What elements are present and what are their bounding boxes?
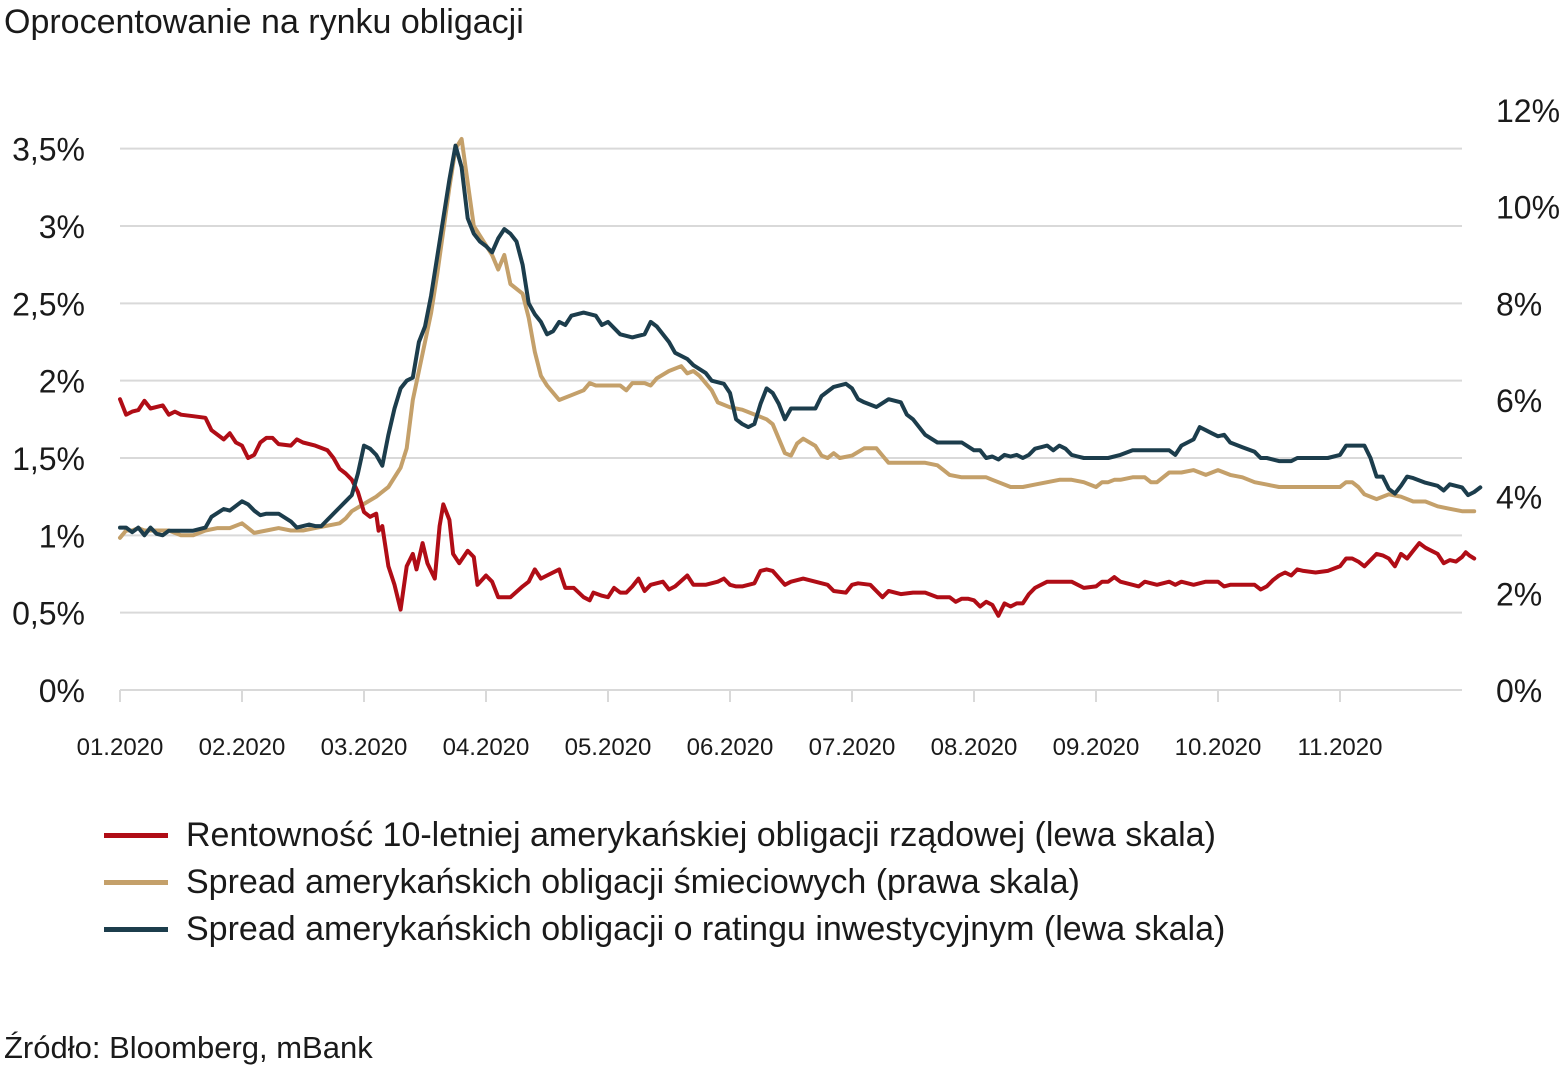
legend-item-yield: Rentowność 10-letniej amerykańskiej obli… <box>104 812 1225 859</box>
x-tick-label-8: 09.2020 <box>1053 734 1140 761</box>
legend-swatch-junk-spread <box>104 880 168 885</box>
x-tick-label-4: 05.2020 <box>565 734 652 761</box>
left-tick-label-5: 2,5% <box>12 286 85 322</box>
x-tick-label-6: 07.2020 <box>809 734 896 761</box>
x-tick-label-2: 03.2020 <box>321 734 408 761</box>
x-axis: 01.2020 02.2020 03.2020 04.2020 05.2020 06.20… <box>77 689 1462 761</box>
left-tick-label-1: 0,5% <box>12 596 85 632</box>
series-lines <box>118 137 1483 618</box>
left-tick-label-4: 2% <box>39 364 85 400</box>
left-tick-label-2: 1% <box>39 518 85 554</box>
right-tick-label-4: 8% <box>1496 286 1542 322</box>
right-y-axis: 0% 2% 4% 6% 8% 10% 12% <box>1496 93 1560 709</box>
right-tick-label-2: 4% <box>1496 480 1542 516</box>
x-tick-label-5: 06.2020 <box>687 734 774 761</box>
legend-label-junk-spread: Spread amerykańskich obligacji śmieciowy… <box>186 863 1080 901</box>
right-tick-label-1: 2% <box>1496 576 1542 612</box>
x-tick-label-3: 04.2020 <box>443 734 530 761</box>
left-tick-label-3: 1,5% <box>12 441 85 477</box>
legend: Rentowność 10-letniej amerykańskiej obli… <box>104 812 1225 953</box>
left-tick-label-7: 3,5% <box>12 132 85 168</box>
series-line-0 <box>118 397 1477 618</box>
legend-label-yield: Rentowność 10-letniej amerykańskiej obli… <box>186 816 1216 854</box>
x-tick-label-1: 02.2020 <box>199 734 286 761</box>
left-tick-label-0: 0% <box>39 673 85 709</box>
x-tick-label-10: 11.2020 <box>1298 734 1383 761</box>
source-note: Źródło: Bloomberg, mBank <box>4 1030 373 1065</box>
x-tick-label-9: 10.2020 <box>1175 734 1262 761</box>
left-tick-label-6: 3% <box>39 209 85 245</box>
chart-title: Oprocentowanie na rynku obligacji <box>4 3 524 41</box>
series-line-1 <box>118 137 1477 540</box>
series-line-2 <box>118 143 1483 538</box>
x-tick-label-7: 08.2020 <box>931 734 1018 761</box>
legend-item-junk-spread: Spread amerykańskich obligacji śmieciowy… <box>104 859 1225 906</box>
legend-swatch-ig-spread <box>104 927 168 932</box>
left-y-axis: 0% 0,5% 1% 1,5% 2% 2,5% 3% 3,5% <box>12 132 85 709</box>
legend-item-ig-spread: Spread amerykańskich obligacji o ratingu… <box>104 906 1225 953</box>
legend-label-ig-spread: Spread amerykańskich obligacji o ratingu… <box>186 910 1226 948</box>
gridlines <box>120 147 1462 614</box>
x-tick-label-0: 01.2020 <box>77 734 164 761</box>
legend-swatch-yield <box>104 833 168 838</box>
right-tick-label-3: 6% <box>1496 383 1542 419</box>
right-tick-label-6: 12% <box>1496 93 1560 129</box>
right-tick-label-0: 0% <box>1496 673 1542 709</box>
right-tick-label-5: 10% <box>1496 190 1560 226</box>
